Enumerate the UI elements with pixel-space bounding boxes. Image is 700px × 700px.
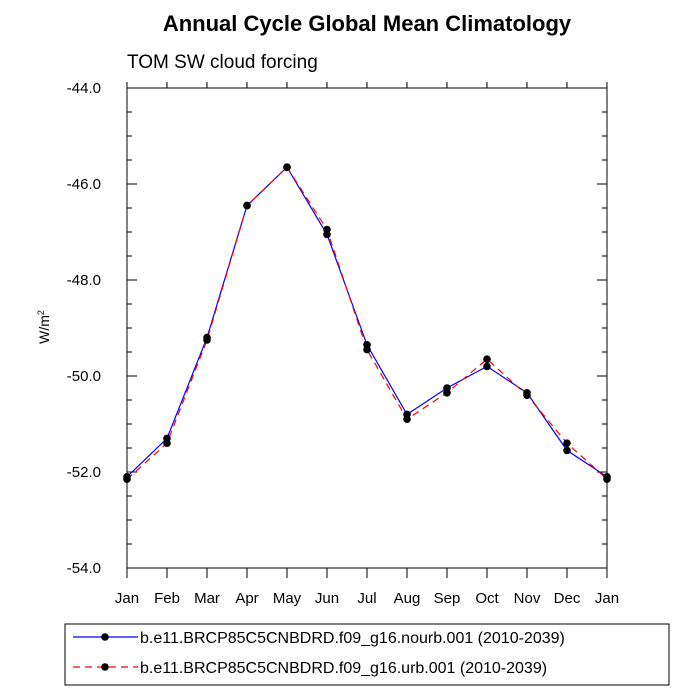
plot-frame <box>126 87 608 569</box>
x-tick-label: Sep <box>434 590 461 607</box>
series-1-point <box>123 475 131 484</box>
x-tick-label: Jun <box>315 590 339 607</box>
x-tick-label: Mar <box>194 590 220 607</box>
x-tick-label: Jan <box>115 590 139 607</box>
series-0-point <box>483 362 491 371</box>
chart-subtitle: TOM SW cloud forcing <box>127 52 318 73</box>
series-1-point <box>403 415 411 424</box>
y-axis-label: W/m2 <box>36 310 52 344</box>
y-tick-label: -46.0 <box>67 176 101 193</box>
x-tick-label: Nov <box>514 590 541 607</box>
x-tick-label: Jul <box>357 590 376 607</box>
series-line-1 <box>126 166 608 480</box>
y-tick-label: -54.0 <box>67 560 101 577</box>
x-tick-label: Feb <box>154 590 180 607</box>
y-tick-label: -44.0 <box>67 80 101 97</box>
x-tick-label: Jan <box>595 590 619 607</box>
x-tick-label: Aug <box>394 590 421 607</box>
y-tick-label: -52.0 <box>67 464 101 481</box>
series-1-point <box>523 391 531 400</box>
series-1-point <box>163 439 171 448</box>
svg-text:W/m2: W/m2 <box>36 310 52 344</box>
series-1-point <box>563 439 571 448</box>
legend-label-0: b.e11.BRCP85C5CNBDRD.f09_g16.nourb.001 (… <box>140 630 565 647</box>
y-tick-label: -50.0 <box>67 368 101 385</box>
legend-marker-0 <box>101 633 109 641</box>
x-tick-label: Oct <box>475 590 499 607</box>
series-1-point <box>603 475 611 484</box>
chart-title: Annual Cycle Global Mean Climatology <box>163 11 572 36</box>
series-1-point <box>443 389 451 397</box>
series-1-point <box>243 201 251 210</box>
legend-label-1: b.e11.BRCP85C5CNBDRD.f09_g16.urb.001 (20… <box>140 660 547 677</box>
y-axis-label-base: W/m <box>36 315 52 344</box>
series-1-point <box>323 225 331 234</box>
series-0-point <box>563 446 571 455</box>
x-tick-label: Apr <box>235 590 258 607</box>
series-line-0 <box>126 166 608 478</box>
y-tick-label: -48.0 <box>67 272 101 289</box>
series-1-point <box>283 163 291 171</box>
y-axis-label-superscript: 2 <box>36 310 46 315</box>
x-tick-label: Dec <box>554 590 581 607</box>
series-1-point <box>363 345 371 354</box>
legend-marker-1 <box>101 663 109 671</box>
series-1-point <box>203 336 211 344</box>
x-tick-label: May <box>273 590 302 607</box>
legend-box <box>64 623 670 686</box>
series-1-point <box>483 355 491 364</box>
